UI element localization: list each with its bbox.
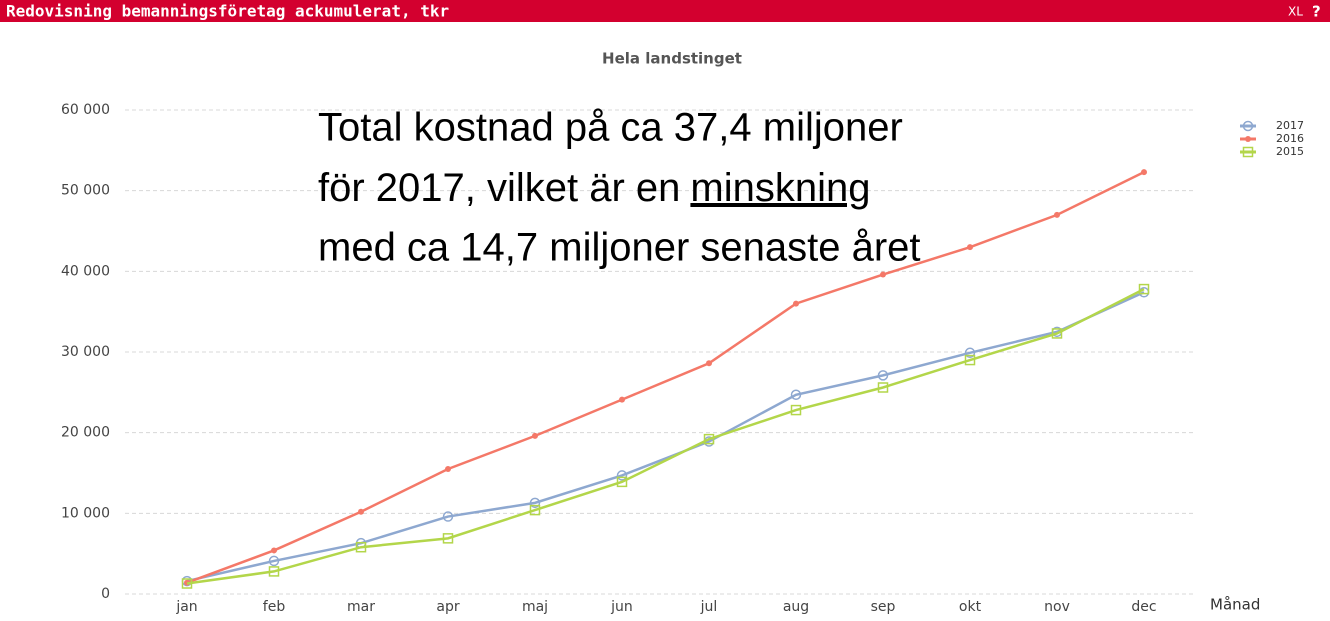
marker bbox=[271, 547, 277, 554]
y-tick-label: 20 000 bbox=[61, 425, 110, 441]
marker bbox=[877, 382, 889, 393]
marker bbox=[967, 244, 973, 251]
x-tick-label: aug bbox=[783, 599, 809, 615]
marker bbox=[529, 504, 541, 516]
plot: 0 10 000 20 000 30 000 40 000 50 000 60 000 jan… bbox=[61, 102, 1195, 615]
marker bbox=[964, 347, 976, 359]
marker bbox=[616, 470, 628, 481]
y-tick-label: 50 000 bbox=[61, 183, 110, 199]
marker bbox=[790, 389, 802, 401]
marker bbox=[619, 396, 625, 403]
marker bbox=[532, 432, 538, 439]
marker bbox=[268, 555, 280, 567]
series-line bbox=[186, 170, 1145, 584]
x-axis-title: Månad bbox=[1210, 596, 1260, 614]
marker bbox=[1138, 283, 1150, 295]
marker bbox=[1054, 211, 1060, 218]
x-tick-label: jan bbox=[175, 599, 197, 615]
x-tick-label: sep bbox=[871, 599, 896, 615]
chart-title: Hela landstinget bbox=[602, 50, 742, 68]
annotation-emphasis: minskning bbox=[690, 166, 870, 210]
marker bbox=[445, 465, 451, 472]
marker bbox=[268, 566, 280, 577]
x-tick-label: maj bbox=[522, 599, 548, 615]
marker bbox=[964, 354, 976, 366]
legend-label: 2017 bbox=[1276, 119, 1304, 132]
y-tick-label: 10 000 bbox=[61, 505, 110, 521]
x-tick-label: nov bbox=[1044, 599, 1070, 615]
help-button[interactable]: ? bbox=[1312, 3, 1321, 21]
marker bbox=[1242, 146, 1254, 158]
legend-label: 2016 bbox=[1276, 132, 1304, 145]
annotation-line: för 2017, vilket är en minskning bbox=[318, 166, 871, 210]
series-line bbox=[186, 291, 1145, 583]
marker bbox=[793, 300, 799, 307]
annotation-text: för 2017, vilket är en bbox=[318, 166, 680, 210]
marker bbox=[1242, 120, 1254, 132]
annotation-line: med ca 14,7 miljoner senaste året bbox=[318, 226, 921, 270]
x-tick-label: jun bbox=[610, 599, 633, 615]
marker bbox=[877, 370, 889, 381]
marker bbox=[529, 497, 541, 509]
title-bar bbox=[0, 0, 1330, 22]
marker bbox=[355, 541, 367, 553]
series-line bbox=[186, 287, 1145, 585]
marker bbox=[880, 271, 886, 278]
marker bbox=[1051, 328, 1063, 339]
x-tick-label: mar bbox=[347, 599, 375, 615]
y-tick-label: 40 000 bbox=[61, 263, 110, 279]
x-tick-label: dec bbox=[1131, 599, 1156, 615]
marker bbox=[790, 404, 802, 416]
marker bbox=[442, 511, 454, 522]
window-title: Redovisning bemanningsföretag ackumulera… bbox=[6, 2, 449, 21]
legend-label: 2015 bbox=[1276, 145, 1304, 158]
x-tick-label: feb bbox=[263, 599, 286, 615]
y-tick-label: 0 bbox=[101, 586, 110, 602]
x-tick-label: okt bbox=[959, 599, 982, 615]
x-tick-label: apr bbox=[436, 599, 459, 615]
marker bbox=[1245, 136, 1251, 142]
y-tick-label: 30 000 bbox=[61, 344, 110, 360]
marker bbox=[442, 533, 454, 544]
y-tick-label: 60 000 bbox=[61, 102, 110, 118]
marker bbox=[706, 360, 712, 367]
annotation-line: Total kostnad på ca 37,4 miljoner bbox=[318, 106, 903, 150]
marker bbox=[1141, 169, 1147, 176]
marker bbox=[358, 508, 364, 515]
marker bbox=[616, 476, 628, 488]
annotation: Total kostnad på ca 37,4 miljoner för 20… bbox=[318, 106, 921, 270]
marker bbox=[703, 433, 715, 445]
x-tick-label: jul bbox=[700, 599, 718, 615]
marker bbox=[181, 578, 193, 589]
xl-button[interactable]: XL bbox=[1288, 5, 1303, 19]
